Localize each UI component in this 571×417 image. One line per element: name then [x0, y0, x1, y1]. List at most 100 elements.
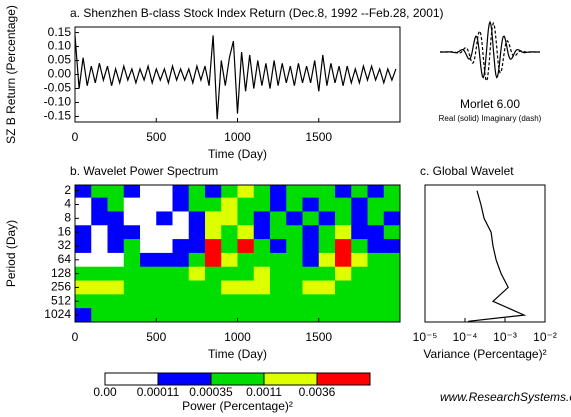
- heatmap-cell: [140, 225, 157, 240]
- heatmap-cell: [302, 239, 320, 254]
- heatmap-cell: [253, 239, 271, 254]
- heatmap-cell: [156, 239, 173, 254]
- heatmap-cell: [318, 308, 336, 322]
- heatmap-cell: [351, 197, 368, 212]
- y-axis-label: SZ B Return (Percentage): [4, 5, 18, 144]
- heatmap-cell: [351, 252, 368, 268]
- y-tick-label: -0.05: [44, 81, 72, 95]
- heatmap-cell: [318, 185, 336, 199]
- data-line: [468, 190, 527, 322]
- heatmap-cell: [75, 211, 92, 226]
- heatmap-cell: [140, 280, 157, 295]
- heatmap-cell: [335, 239, 352, 254]
- heatmap-cell: [188, 308, 206, 322]
- x-axis-label: Time (Day): [208, 147, 267, 161]
- heatmap-cell: [123, 266, 141, 282]
- heatmap-cell: [318, 252, 336, 268]
- plot-frame: [424, 184, 546, 323]
- heatmap-cell: [237, 225, 255, 240]
- heatmap-cell: [351, 225, 368, 240]
- y-axis-label: Period (Day): [4, 220, 18, 287]
- colorbar-tick-label: 0.00035: [189, 385, 233, 399]
- heatmap-cell: [318, 211, 336, 226]
- x-axis-label: Time (Day): [208, 347, 267, 361]
- heatmap-cell: [286, 185, 303, 199]
- heatmap-cell: [188, 239, 206, 254]
- heatmap-cell: [156, 252, 173, 268]
- heatmap-cell: [270, 280, 287, 295]
- heatmap-cell: [123, 252, 141, 268]
- heatmap-cell: [205, 280, 222, 295]
- heatmap-cell: [172, 225, 190, 240]
- heatmap-cell: [172, 294, 190, 309]
- heatmap-cell: [335, 225, 352, 240]
- heatmap-cell: [205, 252, 222, 268]
- heatmap-cell: [383, 185, 400, 199]
- chart-title: a. Shenzhen B-class Stock Index Return (…: [70, 6, 444, 20]
- heatmap-cell: [237, 280, 255, 295]
- colorbar-segment: [316, 372, 371, 386]
- heatmap-cell: [383, 280, 400, 295]
- heatmap-cell: [140, 252, 157, 268]
- heatmap-cell: [107, 225, 125, 240]
- heatmap-cell: [75, 197, 92, 212]
- heatmap-cell: [318, 280, 336, 295]
- heatmap-cell: [107, 185, 125, 199]
- heatmap-cell: [107, 280, 125, 295]
- heatmap-cell: [335, 252, 352, 268]
- colorbar-segment: [263, 372, 318, 386]
- heatmap-cell: [270, 211, 287, 226]
- heatmap-cell: [107, 211, 125, 226]
- heatmap-cell: [123, 185, 141, 199]
- heatmap-cell: [286, 197, 303, 212]
- heatmap-cell: [237, 211, 255, 226]
- heatmap-cell: [91, 266, 108, 282]
- heatmap-cell: [91, 211, 108, 226]
- heatmap-cell: [123, 239, 141, 254]
- x-tick-label: 1000: [224, 330, 251, 344]
- heatmap-cell: [237, 308, 255, 322]
- heatmap-cell: [302, 308, 320, 322]
- heatmap-cell: [172, 211, 190, 226]
- morlet-wavelet: Morlet 6.00 Real (solid) Imaginary (dash…: [439, 20, 542, 123]
- y-tick-label: 1024: [44, 307, 71, 321]
- x-tick-label: 10⁻⁴: [453, 330, 478, 344]
- heatmap-cell: [91, 294, 108, 309]
- y-tick-label: 16: [58, 224, 72, 238]
- heatmap-cell: [188, 252, 206, 268]
- heatmap-cell: [237, 185, 255, 199]
- morlet-caption: Real (solid) Imaginary (dash): [439, 114, 542, 123]
- heatmap-cell: [221, 225, 238, 240]
- y-tick-label: 0.10: [48, 39, 72, 53]
- heatmap-cell: [75, 252, 92, 268]
- heatmap-cell: [107, 294, 125, 309]
- heatmap-cell: [221, 280, 238, 295]
- y-tick-label: -0.10: [44, 95, 72, 109]
- heatmap-cell: [107, 266, 125, 282]
- heatmap-cell: [318, 225, 336, 240]
- heatmap-cell: [335, 280, 352, 295]
- heatmap-cell: [335, 266, 352, 282]
- heatmap-cell: [156, 185, 173, 199]
- heatmap-cell: [188, 266, 206, 282]
- x-tick-label: 0: [72, 130, 79, 144]
- x-tick-label: 1000: [224, 130, 251, 144]
- heatmap-cell: [221, 185, 238, 199]
- heatmap-cell: [75, 239, 92, 254]
- heatmap-cell: [172, 252, 190, 268]
- heatmap-cell: [237, 294, 255, 309]
- heatmap-cell: [383, 197, 400, 212]
- heatmap-cell: [367, 225, 385, 240]
- y-tick-label: 32: [58, 238, 72, 252]
- heatmap-cell: [172, 185, 190, 199]
- heatmap-cell: [335, 308, 352, 322]
- heatmap: [75, 185, 400, 322]
- heatmap-cell: [237, 239, 255, 254]
- colorbar-tick-label: 0.0011: [246, 385, 282, 399]
- heatmap-cell: [286, 211, 303, 226]
- colorbar-tick-label: 0.00: [93, 385, 117, 399]
- heatmap-cell: [75, 308, 92, 322]
- heatmap-cell: [107, 252, 125, 268]
- heatmap-cell: [205, 185, 222, 199]
- heatmap-cell: [302, 280, 320, 295]
